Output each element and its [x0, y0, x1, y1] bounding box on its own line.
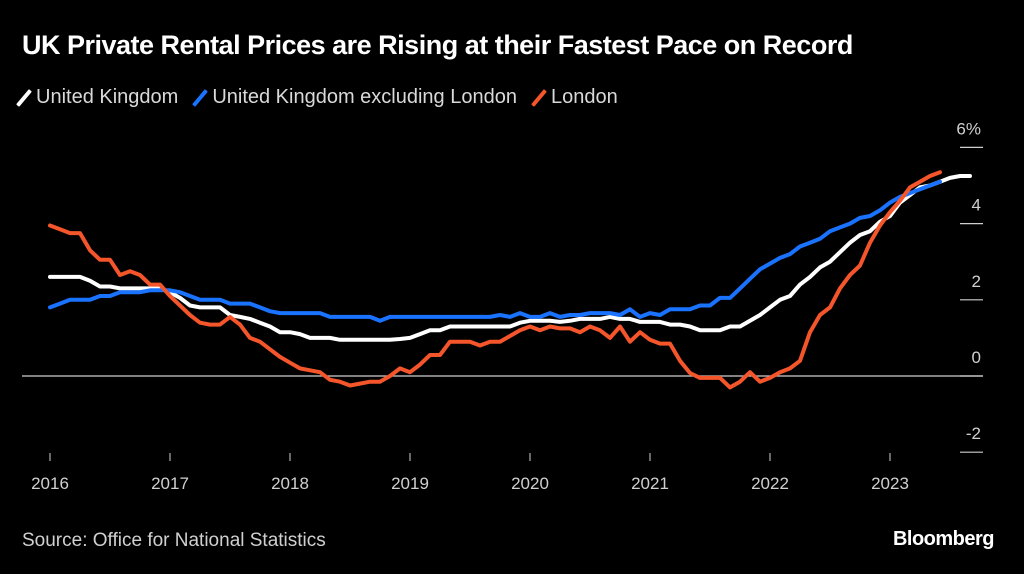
- y-tick-label: 4: [972, 196, 981, 215]
- y-tick-label: -2: [966, 424, 981, 443]
- x-tick-label: 2016: [31, 474, 69, 493]
- legend-label-uk-excluding-london: United Kingdom excluding London: [212, 86, 517, 108]
- bloomberg-logo: Bloomberg: [892, 528, 995, 550]
- x-tick-label: 2021: [631, 474, 669, 493]
- chart-title: UK Private Rental Prices are Rising at t…: [22, 30, 853, 60]
- y-tick-label: 2: [972, 272, 981, 291]
- legend: United Kingdom United Kingdom excluding …: [16, 86, 618, 109]
- legend-label-london: London: [550, 86, 618, 108]
- legend-item-london: London: [531, 86, 618, 109]
- legend-label-united-kingdom: United Kingdom: [36, 86, 179, 108]
- series-lines: [48, 170, 972, 390]
- y-tick-label: 0: [972, 348, 981, 367]
- y-tick-label: 6%: [956, 119, 981, 138]
- x-tick-label: 2018: [271, 474, 309, 493]
- x-tick-label: 2019: [391, 474, 429, 493]
- series-line-london: [48, 170, 942, 390]
- x-tick-label: 2020: [511, 474, 549, 493]
- axes: 6% 4 2 0 -2 2016 2017 2018 2019 2020 2021 2022 2023: [22, 119, 983, 493]
- legend-item-uk-excluding-london: United Kingdom excluding London: [192, 86, 517, 109]
- x-tick-label: 2017: [151, 474, 189, 493]
- series-line-united-kingdom: [48, 174, 972, 342]
- legend-item-united-kingdom: United Kingdom: [16, 86, 179, 109]
- series-line-united-kingdom-excluding-london: [48, 179, 942, 323]
- x-tick-label: 2022: [751, 474, 789, 493]
- source-note: Source: Office for National Statistics: [22, 530, 326, 551]
- x-tick-label: 2023: [871, 474, 909, 493]
